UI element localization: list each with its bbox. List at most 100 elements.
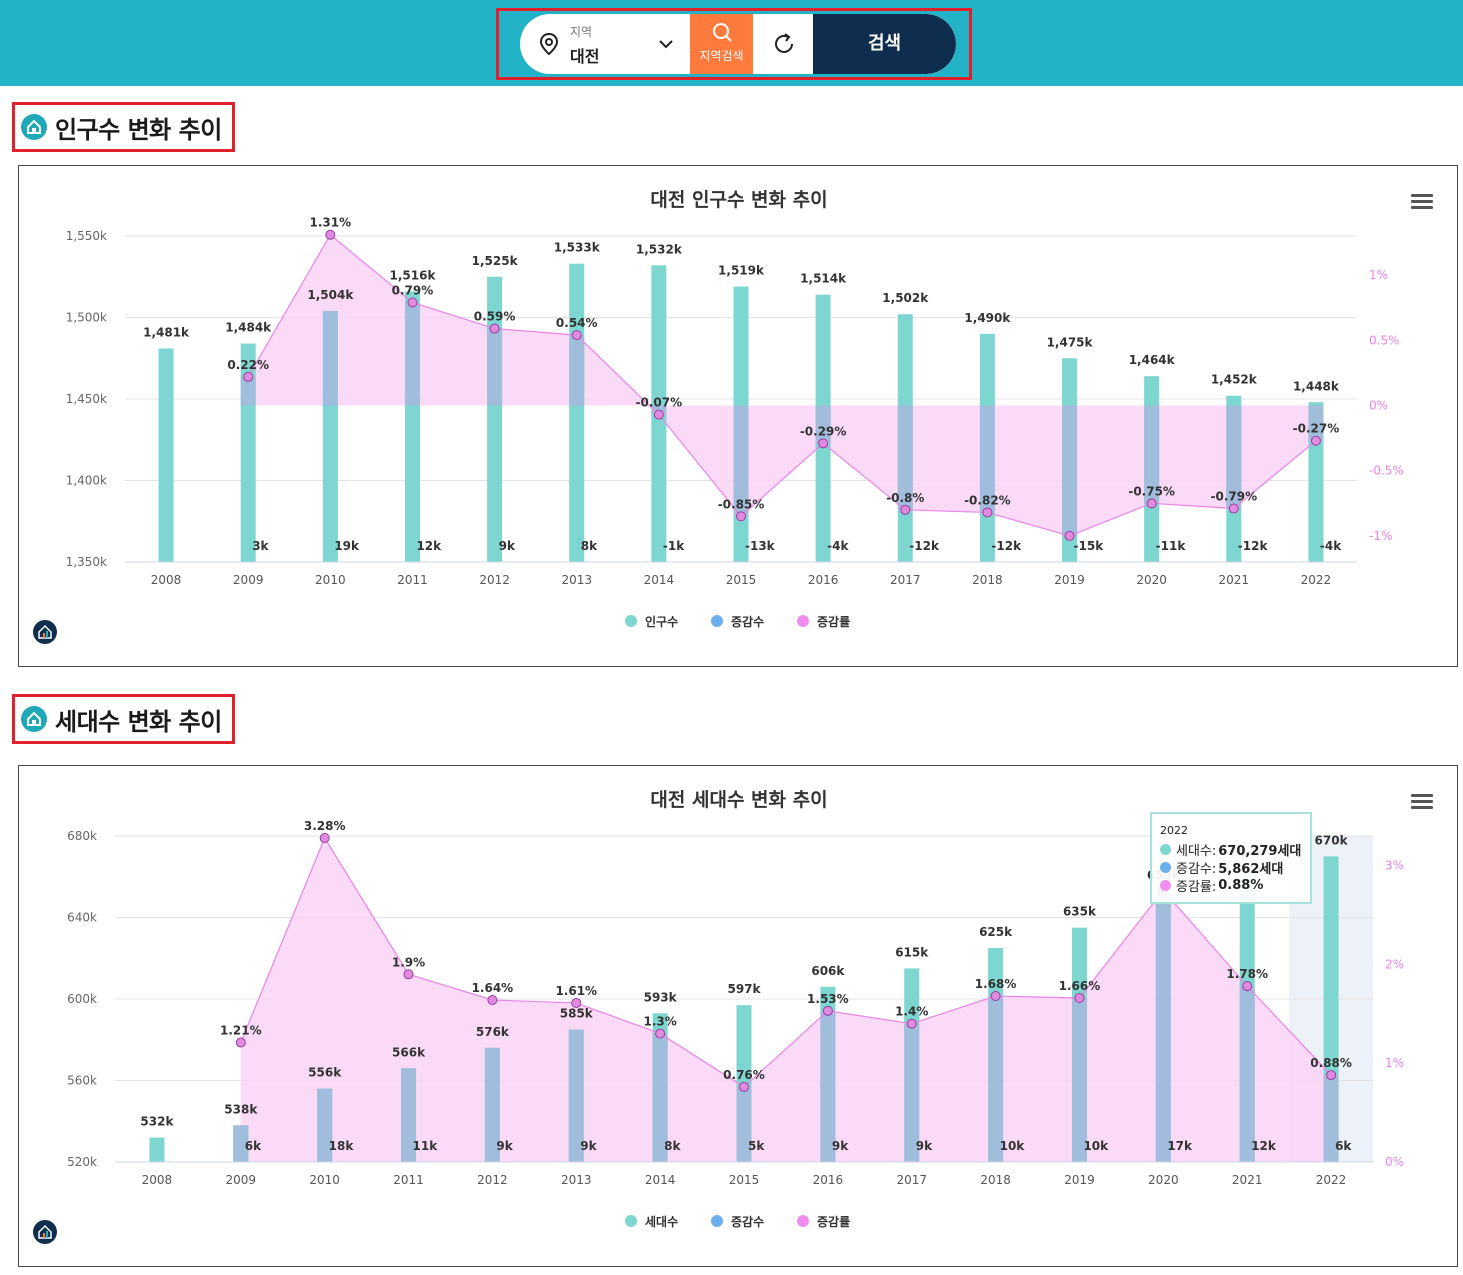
rate-label: 1.3% [643, 1015, 676, 1029]
population-section-title: 인구수 변화 추이 [12, 102, 235, 152]
bar-main-label: 606k [811, 964, 845, 978]
legend-dot-icon [1160, 861, 1171, 873]
rate-label: 1.21% [220, 1023, 262, 1037]
rate-point [900, 504, 911, 515]
bar-change [404, 302, 420, 406]
bar-change [733, 405, 749, 517]
rate-point [818, 438, 829, 449]
bar-change-label: 9k [499, 539, 516, 553]
bar-main-label: 1,484k [225, 321, 272, 335]
x-tick-label: 2022 [1301, 573, 1332, 587]
tooltip-households-label: 세대수: [1176, 843, 1217, 859]
y-tick-label: 1,500k [66, 311, 107, 325]
bar-main-label: 1,448k [1293, 379, 1340, 393]
y2-tick-label: -0.5% [1369, 464, 1404, 478]
x-tick-label: 2013 [561, 1173, 592, 1187]
reset-button[interactable] [753, 14, 813, 74]
bar-change-label: 8k [664, 1139, 681, 1153]
bar-change-label: 19k [334, 539, 360, 553]
bar-change-label: 12k [1251, 1139, 1277, 1153]
chart-menu-button[interactable] [1411, 794, 1433, 810]
rate-label: 1.78% [1226, 967, 1268, 981]
refresh-icon [775, 33, 793, 53]
rate-label: 1.61% [555, 984, 597, 998]
x-tick-label: 2011 [393, 1173, 424, 1187]
rate-label: -0.82% [964, 493, 1011, 507]
y2-tick-label: 1% [1369, 268, 1388, 282]
bar-main-label: 532k [140, 1115, 174, 1129]
rate-point [822, 1005, 833, 1016]
region-search-button[interactable]: 지역검색 [690, 14, 753, 74]
rate-point [1146, 498, 1157, 509]
bar-change [1062, 405, 1078, 536]
section-title-text: 인구수 변화 추이 [55, 115, 222, 144]
search-button[interactable]: 검색 [813, 14, 956, 74]
bar-change [317, 1088, 333, 1162]
bar-change [401, 1068, 417, 1162]
bar-main [569, 263, 585, 562]
bar-change-label: -15k [1074, 539, 1105, 553]
rate-point [982, 507, 993, 518]
x-tick-label: 2019 [1054, 573, 1085, 587]
x-tick-label: 2018 [980, 1173, 1011, 1187]
bar-change-label: 3k [252, 539, 269, 553]
search-icon [713, 23, 732, 42]
population-chart-svg: 대전 인구수 변화 추이 1,350k 1,400k 1,450k 1,500k 1,55… [66, 189, 1404, 629]
rate-point [655, 1028, 666, 1039]
rate-point [489, 323, 500, 334]
rate-point [990, 991, 1001, 1002]
bar-main-label: 1,514k [800, 272, 847, 286]
y-tick-label: 520k [67, 1155, 97, 1169]
rate-label: 1.31% [310, 216, 352, 230]
rate-point [571, 330, 582, 341]
bar-change [1155, 891, 1171, 1162]
bar-main-label: 585k [560, 1007, 594, 1021]
y2-tick-label: -1% [1369, 529, 1392, 543]
bar-change-label: -4k [827, 539, 849, 553]
bar-change [652, 1033, 668, 1162]
rate-label: 0.22% [227, 358, 269, 372]
region-select[interactable]: 지역 대전 [520, 14, 690, 74]
bar-change [1144, 405, 1160, 504]
rate-label: -0.29% [800, 424, 847, 438]
bar-main-label: 1,504k [307, 288, 354, 302]
rate-label: 1.64% [472, 981, 514, 995]
bar-change-label: -12k [1238, 539, 1269, 553]
legend-marker [625, 1215, 637, 1227]
x-tick-label: 2016 [808, 573, 839, 587]
y-tick-label: 1,350k [66, 555, 107, 569]
bar-change [736, 1086, 752, 1162]
rate-point [1228, 503, 1239, 514]
region-label: 지역 [570, 25, 593, 39]
y2-tick-label: 0.5% [1369, 333, 1400, 347]
bar-change [484, 1047, 500, 1162]
rate-label: 0.59% [474, 310, 516, 324]
y2-tick-label: 3% [1385, 859, 1404, 873]
bar-change [904, 1023, 920, 1162]
tooltip-row-change: 증감수: 5,862세대 [1160, 858, 1302, 877]
legend-label: 증감률 [817, 1214, 850, 1229]
legend-marker [797, 615, 809, 627]
bar-change-label: 18k [329, 1139, 355, 1153]
household-section-title: 세대수 변화 추이 [12, 694, 235, 744]
x-tick-label: 2012 [479, 573, 510, 587]
rate-label: -0.85% [718, 497, 765, 511]
rate-label: 1.4% [895, 1005, 928, 1019]
bar-change [1239, 986, 1255, 1162]
bar-change-label: 6k [1335, 1139, 1352, 1153]
chart-menu-button[interactable] [1411, 194, 1433, 210]
bar-change-label: -13k [745, 539, 776, 553]
bar-change [1226, 405, 1242, 509]
bar-change-label: 9k [496, 1139, 513, 1153]
bar-change-label: -4k [1320, 539, 1342, 553]
rate-point [736, 511, 746, 522]
bar-change-label: 12k [416, 539, 442, 553]
search-bar: 지역 대전 지역검색 검색 [520, 14, 956, 74]
bar-main-label: 1,475k [1047, 335, 1094, 349]
y-tick-label: 1,450k [66, 392, 107, 406]
legend-label: 증감수 [731, 614, 764, 629]
rate-label: 0.88% [1310, 1056, 1352, 1070]
x-tick-label: 2020 [1136, 573, 1167, 587]
rate-point [403, 969, 414, 980]
x-tick-label: 2019 [1064, 1173, 1095, 1187]
